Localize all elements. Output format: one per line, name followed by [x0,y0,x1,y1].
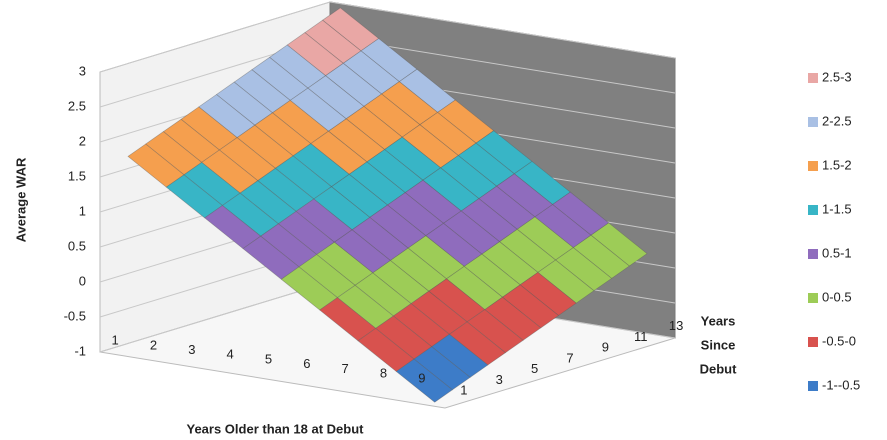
legend-swatch [808,161,818,171]
surface-cell [413,346,471,391]
surface-cell [501,284,560,329]
legend-swatch [808,249,818,259]
legend-swatch [808,337,818,347]
z-tick-label: 0.5 [68,238,86,253]
y-axis-title: Average WAR [13,157,28,242]
x-tick-label: 1 [112,333,119,348]
grid-line [99,1,676,73]
depth-axis-title: Since [701,337,736,352]
z-tick-label: 2.5 [68,98,86,113]
legend-label: 1-1.5 [822,201,852,216]
legend-label: -1--0.5 [822,377,860,392]
legend-swatch [808,205,818,215]
x-tick-label: 4 [227,347,234,362]
surface-cell [431,333,489,378]
z-tick-label: 3 [79,63,86,78]
x-tick-label: 7 [342,361,349,376]
x-tick-label: 8 [380,366,387,381]
z-tick-label: 1 [79,203,86,218]
surface-cell [555,247,613,292]
x-tick-label: 2 [150,337,157,352]
x-tick-label: 9 [418,370,425,385]
legend-label: 2.5-3 [822,69,852,84]
depth-axis-title: Years [701,313,736,328]
depth-tick-label: 7 [566,350,573,365]
legend-label: 0.5-1 [822,245,852,260]
surface-cell [395,358,453,403]
legend-swatch [808,381,818,391]
depth-axis-title: Debut [700,361,738,376]
depth-tick-label: 11 [634,329,648,344]
legend-swatch [808,293,818,303]
depth-tick-label: 9 [602,340,609,355]
legend-label: 2-2.5 [822,113,852,128]
surface-cell [448,321,506,366]
z-tick-label: -1 [74,343,86,358]
depth-tick-label: 1 [460,383,467,398]
x-tick-label: 6 [303,356,310,371]
legend-label: -0.5-0 [822,333,856,348]
legend-label: 0-0.5 [822,289,852,304]
z-tick-label: 1.5 [68,168,86,183]
x-tick-label: 5 [265,351,272,366]
surface-cell [484,296,542,341]
x-axis-title: Years Older than 18 at Debut [186,421,364,436]
depth-tick-label: 13 [669,318,683,333]
depth-tick-label: 3 [496,372,503,387]
z-tick-label: 2 [79,133,86,148]
z-tick-label: -0.5 [64,308,86,323]
z-tick-label: 0 [79,273,86,288]
depth-tick-label: 5 [531,361,538,376]
legend-swatch [808,117,818,127]
x-tick-label: 3 [188,342,195,357]
legend-label: 1.5-2 [822,157,852,172]
legend-swatch [808,73,818,83]
